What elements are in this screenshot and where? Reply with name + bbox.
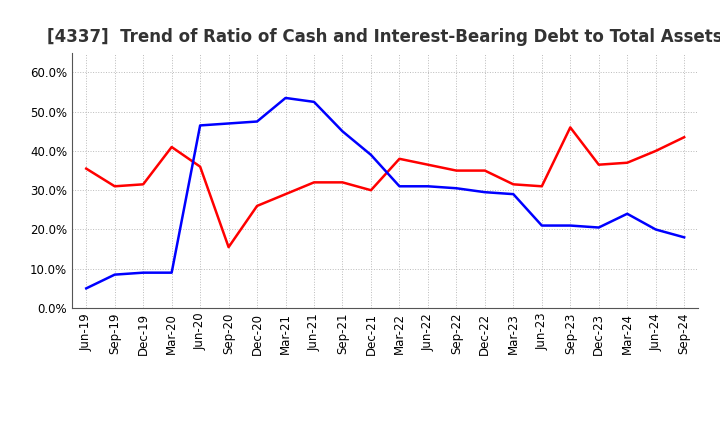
Cash	[623, 160, 631, 165]
Interest-Bearing Debt	[338, 128, 347, 134]
Interest-Bearing Debt	[167, 270, 176, 275]
Cash	[452, 168, 461, 173]
Cash	[366, 187, 375, 193]
Interest-Bearing Debt	[395, 183, 404, 189]
Interest-Bearing Debt	[110, 272, 119, 277]
Cash	[253, 203, 261, 209]
Cash	[595, 162, 603, 167]
Cash	[423, 162, 432, 167]
Interest-Bearing Debt	[480, 190, 489, 195]
Interest-Bearing Debt	[310, 99, 318, 105]
Cash	[480, 168, 489, 173]
Interest-Bearing Debt	[82, 286, 91, 291]
Interest-Bearing Debt	[282, 95, 290, 101]
Title: [4337]  Trend of Ratio of Cash and Interest-Bearing Debt to Total Assets: [4337] Trend of Ratio of Cash and Intere…	[48, 28, 720, 46]
Interest-Bearing Debt	[423, 183, 432, 189]
Line: Cash: Cash	[86, 128, 684, 247]
Interest-Bearing Debt	[225, 121, 233, 126]
Interest-Bearing Debt	[652, 227, 660, 232]
Cash	[310, 180, 318, 185]
Cash	[680, 135, 688, 140]
Interest-Bearing Debt	[139, 270, 148, 275]
Interest-Bearing Debt	[253, 119, 261, 124]
Cash	[537, 183, 546, 189]
Cash	[196, 164, 204, 169]
Interest-Bearing Debt	[595, 225, 603, 230]
Cash	[167, 144, 176, 150]
Cash	[566, 125, 575, 130]
Cash	[395, 156, 404, 161]
Cash	[509, 182, 518, 187]
Interest-Bearing Debt	[196, 123, 204, 128]
Cash	[338, 180, 347, 185]
Interest-Bearing Debt	[537, 223, 546, 228]
Interest-Bearing Debt	[452, 186, 461, 191]
Cash	[225, 245, 233, 250]
Cash	[110, 183, 119, 189]
Cash	[139, 182, 148, 187]
Interest-Bearing Debt	[623, 211, 631, 216]
Line: Interest-Bearing Debt: Interest-Bearing Debt	[86, 98, 684, 288]
Cash	[652, 148, 660, 154]
Interest-Bearing Debt	[680, 235, 688, 240]
Interest-Bearing Debt	[509, 191, 518, 197]
Interest-Bearing Debt	[366, 152, 375, 158]
Cash	[82, 166, 91, 171]
Interest-Bearing Debt	[566, 223, 575, 228]
Cash	[282, 191, 290, 197]
